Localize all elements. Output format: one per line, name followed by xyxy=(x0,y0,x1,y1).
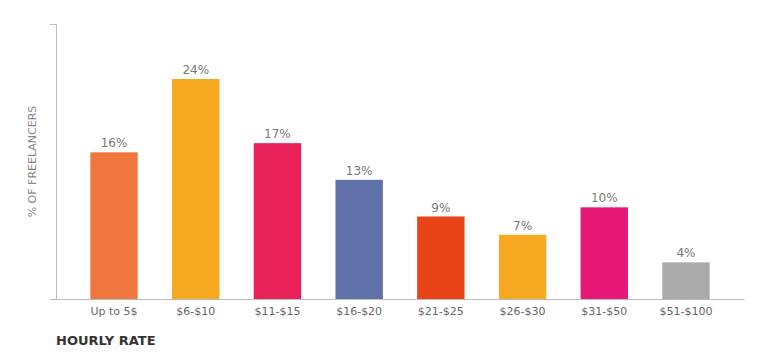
data-label: 10% xyxy=(591,191,618,205)
x-tick: $21-$25 xyxy=(418,299,464,318)
y-axis-title: % OF FREELANCERS xyxy=(26,106,39,218)
bar xyxy=(581,207,628,299)
data-label: 4% xyxy=(676,246,695,260)
bar xyxy=(335,180,382,299)
bar xyxy=(90,152,137,299)
x-tick: $6-$10 xyxy=(176,299,215,318)
data-label: 7% xyxy=(513,219,532,233)
x-tick-label: $11-$15 xyxy=(254,305,300,318)
x-tick: $51-$100 xyxy=(660,299,713,318)
data-label: 16% xyxy=(101,136,128,150)
data-label: 13% xyxy=(346,164,373,178)
bar xyxy=(499,235,546,299)
x-tick-label: $6-$10 xyxy=(176,305,215,318)
bar xyxy=(662,262,709,299)
x-axis-title: HOURLY RATE xyxy=(56,333,156,348)
data-labels: 16% 24% 17% 13% 9% 7% 10% 4% xyxy=(101,63,696,260)
x-tick-label: $16-$20 xyxy=(336,305,382,318)
bar xyxy=(417,217,464,300)
bar xyxy=(172,79,219,299)
x-tick: $11-$15 xyxy=(254,299,300,318)
x-tick-label: $51-$100 xyxy=(660,305,713,318)
x-tick-label: Up to 5$ xyxy=(90,305,137,318)
data-label: 24% xyxy=(182,63,209,77)
bar xyxy=(254,143,301,299)
plot: Up to 5$ $6-$10 $11-$15 $16-$20 $21-$25 $26-$… xyxy=(50,25,745,318)
x-tick-label: $26-$30 xyxy=(500,305,546,318)
x-tick-label: $31-$50 xyxy=(581,305,627,318)
x-axis: Up to 5$ $6-$10 $11-$15 $16-$20 $21-$25 $26-$… xyxy=(57,299,745,318)
x-tick: $26-$30 xyxy=(500,299,546,318)
y-axis-line xyxy=(50,25,57,300)
x-tick-label: $21-$25 xyxy=(418,305,464,318)
x-tick: $16-$20 xyxy=(336,299,382,318)
bars xyxy=(90,79,709,299)
x-tick: Up to 5$ xyxy=(90,299,137,318)
x-tick: $31-$50 xyxy=(581,299,627,318)
chart: Up to 5$ $6-$10 $11-$15 $16-$20 $21-$25 $26-$… xyxy=(0,0,768,363)
data-label: 17% xyxy=(264,127,291,141)
y-axis xyxy=(50,25,57,300)
data-label: 9% xyxy=(431,201,450,215)
x-axis-line xyxy=(57,299,745,300)
